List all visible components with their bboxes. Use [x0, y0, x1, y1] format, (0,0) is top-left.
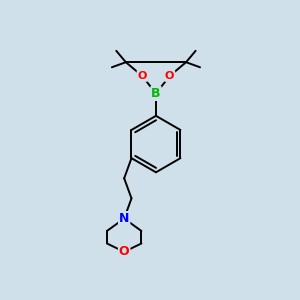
Text: B: B — [151, 87, 161, 100]
Text: O: O — [119, 245, 130, 258]
Text: O: O — [137, 71, 147, 81]
Text: N: N — [119, 212, 129, 225]
Text: O: O — [165, 71, 174, 81]
